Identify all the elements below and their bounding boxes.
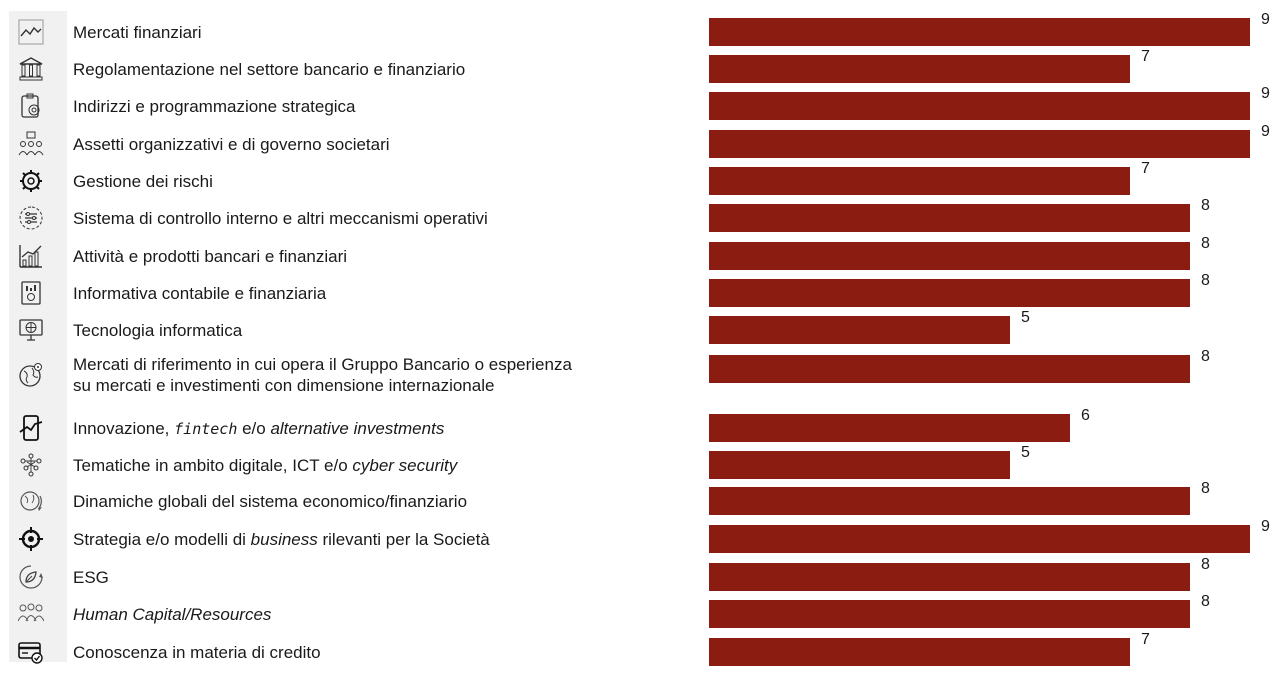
value-label: 9 — [1261, 85, 1270, 102]
eco-leaf-cycle-icon — [18, 564, 44, 590]
category-label-segment: ESG — [73, 567, 109, 587]
value-label: 9 — [1261, 11, 1270, 28]
category-label: Conoscenza in materia di credito — [73, 642, 693, 663]
bar — [709, 525, 1250, 553]
category-label: Mercati finanziari — [73, 22, 693, 43]
category-label: Human Capital/Resources — [73, 604, 693, 625]
category-label-segment: Strategia e/o modelli di — [73, 529, 251, 549]
category-label: Gestione dei rischi — [73, 171, 693, 192]
org-chart-icon — [18, 131, 44, 157]
globe-cycle-icon — [18, 488, 44, 514]
category-label-segment: fintech — [174, 419, 238, 438]
globe-pin-icon — [18, 362, 44, 388]
category-label: Tematiche in ambito digitale, ICT e/o cy… — [73, 455, 693, 476]
category-label-segment: Human Capital/Resources — [73, 604, 272, 624]
category-label-segment: Sistema di controllo interno e altri mec… — [73, 208, 488, 228]
bar — [709, 130, 1250, 158]
risk-gear-icon — [18, 168, 44, 194]
category-label-segment: Tecnologia informatica — [73, 320, 243, 340]
bar — [709, 279, 1190, 307]
bar — [709, 563, 1190, 591]
category-label: Tecnologia informatica — [73, 320, 693, 341]
bar — [709, 242, 1190, 270]
value-label: 7 — [1141, 160, 1150, 177]
clipboard-target-icon — [18, 93, 44, 119]
bar — [709, 414, 1070, 442]
report-document-icon — [18, 280, 44, 306]
category-label: Informativa contabile e finanziaria — [73, 283, 693, 304]
category-label-segment: Dinamiche globali del sistema economico/… — [73, 491, 468, 511]
category-label-segment: e/o — [237, 418, 271, 438]
value-label: 8 — [1201, 556, 1210, 573]
value-label: 8 — [1201, 235, 1210, 252]
category-label-segment: Tematiche in ambito digitale, ICT e/o — [73, 455, 353, 475]
category-label-segment: Attività e prodotti bancari e finanziari — [73, 246, 348, 266]
category-label-segment: Mercati di riferimento in cui opera il G… — [73, 355, 572, 374]
value-label: 9 — [1261, 123, 1270, 140]
category-label-segment: cyber security — [352, 455, 458, 475]
category-label: Regolamentazione nel settore bancario e … — [73, 59, 693, 80]
people-group-icon — [18, 601, 44, 627]
bar — [709, 638, 1130, 666]
category-label: Mercati di riferimento in cui opera il G… — [73, 354, 693, 396]
value-label: 8 — [1201, 480, 1210, 497]
value-label: 8 — [1201, 348, 1210, 365]
line-chart-icon — [18, 19, 44, 45]
value-label: 9 — [1261, 518, 1270, 535]
bar — [709, 600, 1190, 628]
settings-sliders-icon — [18, 205, 44, 231]
category-label-segment: business — [250, 529, 318, 549]
category-label-segment: Conoscenza in materia di credito — [73, 642, 321, 662]
category-label-segment: Regolamentazione nel settore bancario e … — [73, 59, 466, 79]
category-label-segment: rilevanti per la Società — [317, 529, 490, 549]
value-label: 8 — [1201, 272, 1210, 289]
bar — [709, 355, 1190, 383]
category-label-segment: Assetti organizzativi e di governo socie… — [73, 134, 390, 154]
category-label-segment: Indirizzi e programmazione strategica — [73, 96, 356, 116]
category-label: Indirizzi e programmazione strategica — [73, 96, 693, 117]
value-label: 5 — [1021, 309, 1030, 326]
network-nodes-icon — [18, 452, 44, 478]
credit-card-check-icon — [18, 639, 44, 665]
category-label: Strategia e/o modelli di business rileva… — [73, 529, 693, 550]
bar — [709, 18, 1250, 46]
bar — [709, 92, 1250, 120]
bar — [709, 316, 1010, 344]
value-label: 8 — [1201, 593, 1210, 610]
category-label-segment: su mercati e investimenti con dimensione… — [73, 376, 495, 395]
category-label-segment: alternative investments — [270, 418, 445, 438]
bank-building-icon — [18, 56, 44, 82]
category-label: Attività e prodotti bancari e finanziari — [73, 246, 693, 267]
category-label: Assetti organizzativi e di governo socie… — [73, 134, 693, 155]
category-label: ESG — [73, 567, 693, 588]
bar — [709, 55, 1130, 83]
category-label-segment: Innovazione, — [73, 418, 175, 438]
value-label: 6 — [1081, 407, 1090, 424]
bar — [709, 167, 1130, 195]
bar — [709, 487, 1190, 515]
value-label: 7 — [1141, 631, 1150, 648]
monitor-globe-icon — [18, 317, 44, 343]
value-label: 7 — [1141, 48, 1150, 65]
bar — [709, 204, 1190, 232]
category-label-segment: Informativa contabile e finanziaria — [73, 283, 327, 303]
bar — [709, 451, 1010, 479]
growth-chart-icon — [18, 243, 44, 269]
category-label-segment: Mercati finanziari — [73, 22, 202, 42]
category-label: Dinamiche globali del sistema economico/… — [73, 491, 693, 512]
value-label: 5 — [1021, 444, 1030, 461]
value-label: 8 — [1201, 197, 1210, 214]
crosshair-target-icon — [18, 526, 44, 552]
icon-column-background — [9, 11, 67, 662]
mobile-chart-icon — [18, 415, 44, 441]
category-label-segment: Gestione dei rischi — [73, 171, 213, 191]
category-label: Sistema di controllo interno e altri mec… — [73, 208, 693, 229]
category-label: Innovazione, fintech e/o alternative inv… — [73, 418, 693, 440]
